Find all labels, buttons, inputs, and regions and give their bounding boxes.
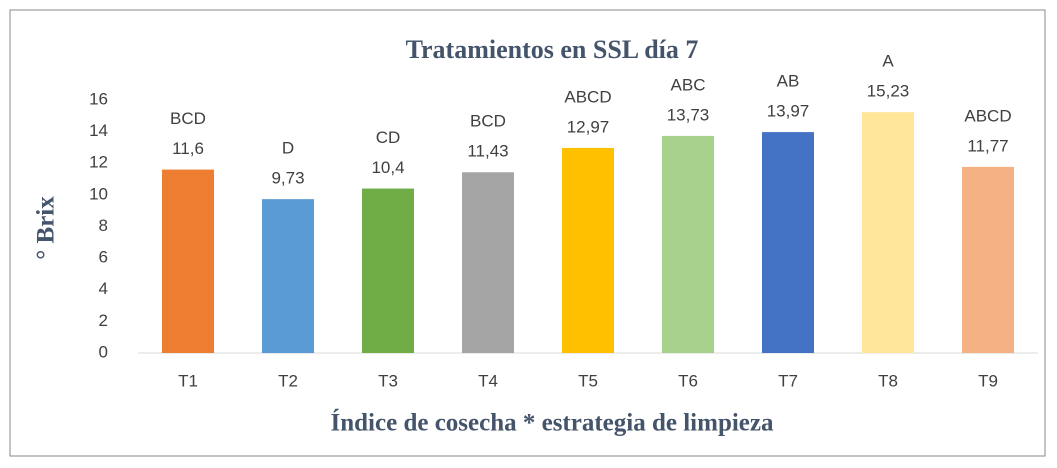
chart-title: Tratamientos en SSL día 7 <box>406 35 699 64</box>
x-axis-label: Índice de cosecha * estrategia de limpie… <box>331 409 774 437</box>
x-tick-label: T7 <box>778 371 798 390</box>
data-label: 11,6 <box>172 139 204 158</box>
y-tick-label: 2 <box>99 311 108 330</box>
x-tick-label: T9 <box>978 371 998 390</box>
bar <box>462 172 514 353</box>
x-tick-label: T5 <box>578 371 598 390</box>
y-tick-label: 8 <box>99 216 108 235</box>
y-tick-label: 4 <box>99 279 108 298</box>
group-label: A <box>882 52 894 71</box>
x-tick-label: T4 <box>478 371 498 390</box>
bar <box>662 135 714 353</box>
y-tick-label: 0 <box>99 342 108 361</box>
y-tick-label: 14 <box>89 121 108 140</box>
data-label: 13,97 <box>767 102 810 121</box>
x-tick-label: T3 <box>378 371 398 390</box>
bar <box>862 112 914 353</box>
group-label: AB <box>777 72 800 91</box>
data-label: 10,4 <box>371 158 404 177</box>
y-axis-label: ° Brix <box>33 196 60 260</box>
group-label: ABCD <box>964 106 1011 125</box>
group-label: BCD <box>470 112 506 131</box>
x-tick-label: T1 <box>178 371 198 390</box>
data-label: 15,23 <box>867 82 910 101</box>
y-tick-label: 16 <box>89 89 108 108</box>
x-tick-label: T2 <box>278 371 298 390</box>
y-tick-label: 12 <box>89 153 108 172</box>
group-label: D <box>282 139 294 158</box>
data-label: 13,73 <box>667 105 710 124</box>
bar <box>562 147 614 353</box>
group-label: BCD <box>170 109 206 128</box>
data-label: 11,43 <box>467 142 508 161</box>
y-tick-label: 10 <box>89 184 108 203</box>
x-tick-label: T6 <box>678 371 698 390</box>
data-label: 12,97 <box>567 117 610 136</box>
data-label: 11,77 <box>967 136 1008 155</box>
group-label: CD <box>376 128 401 147</box>
y-tick-label: 6 <box>99 248 108 267</box>
bar <box>762 132 814 353</box>
data-label: 9,73 <box>271 169 304 188</box>
group-label: ABCD <box>564 87 611 106</box>
x-tick-label: T8 <box>878 371 898 390</box>
bar <box>162 169 214 353</box>
group-label: ABC <box>671 75 706 94</box>
bar <box>262 199 314 353</box>
bar <box>362 188 414 353</box>
bar <box>962 166 1014 353</box>
